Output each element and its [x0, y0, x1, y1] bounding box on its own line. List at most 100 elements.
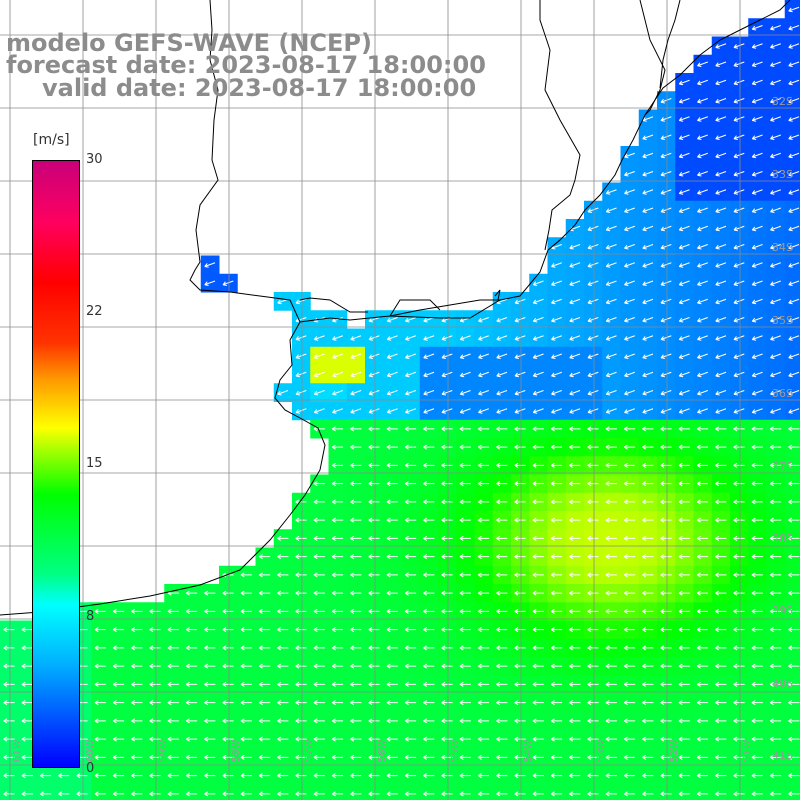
wind-arrow	[477, 681, 490, 687]
wind-arrow	[623, 590, 636, 596]
wind-arrow	[642, 590, 654, 596]
wind-arrow	[350, 481, 362, 487]
wind-arrow	[204, 773, 216, 779]
wind-arrow	[605, 535, 617, 541]
wind-arrow	[21, 681, 33, 687]
wind-arrow	[642, 317, 654, 323]
wind-arrow	[477, 663, 490, 669]
wind-arrow	[715, 98, 727, 104]
wind-arrow	[441, 371, 453, 378]
wind-arrow	[532, 462, 544, 468]
longitude-label: 56W	[377, 739, 388, 762]
wind-arrow	[788, 317, 800, 323]
wind-arrow	[678, 773, 690, 779]
wind-arrow	[751, 25, 763, 31]
wind-arrow	[3, 627, 15, 633]
wind-arrow	[623, 608, 636, 614]
wind-arrow	[569, 371, 581, 378]
wind-arrow	[441, 462, 453, 468]
wind-arrow	[715, 317, 727, 323]
wind-arrow	[240, 773, 252, 779]
wind-arrow	[605, 718, 617, 724]
wind-arrow	[733, 98, 745, 104]
wind-arrow	[313, 335, 325, 341]
wind-arrow	[496, 335, 508, 341]
wind-arrow	[295, 736, 307, 742]
wind-arrow	[478, 335, 489, 341]
wind-arrow	[350, 572, 362, 578]
wind-arrow	[550, 462, 563, 468]
wind-arrow	[331, 535, 344, 541]
wind-arrow	[386, 627, 398, 633]
wind-arrow	[112, 681, 125, 687]
wind-arrow	[587, 791, 599, 797]
wind-cell	[492, 784, 512, 800]
wind-arrow	[496, 426, 508, 432]
wind-arrow	[368, 481, 380, 487]
wind-cell	[146, 784, 165, 800]
wind-arrow	[569, 298, 581, 305]
wind-arrow	[222, 681, 234, 687]
wind-arrow	[696, 736, 709, 742]
wind-arrow	[532, 535, 544, 541]
wind-arrow	[240, 791, 252, 797]
wind-arrow	[751, 444, 763, 450]
wind-arrow	[624, 189, 635, 195]
wind-arrow	[678, 700, 690, 706]
wind-arrow	[405, 408, 416, 414]
wind-arrow	[131, 718, 143, 724]
wind-cell	[346, 784, 366, 800]
wind-arrow	[587, 444, 599, 450]
wind-arrow	[441, 645, 453, 651]
wind-arrow	[623, 681, 636, 687]
wind-arrow	[660, 152, 672, 159]
wind-arrow	[386, 481, 398, 487]
wind-arrow	[368, 353, 380, 360]
wind-arrow	[441, 517, 453, 523]
wind-arrow	[532, 298, 544, 305]
wind-arrow	[149, 754, 161, 760]
wind-arrow	[222, 700, 234, 706]
wind-cell	[91, 784, 110, 800]
wind-arrow	[623, 663, 636, 669]
wind-arrow	[733, 572, 745, 578]
wind-arrow	[405, 335, 416, 341]
wind-arrow	[660, 353, 672, 360]
wind-arrow	[477, 627, 490, 633]
wind-arrow	[550, 554, 563, 560]
wind-arrow	[532, 736, 544, 742]
longitude-label: 51W	[742, 739, 753, 762]
wind-arrow	[696, 462, 709, 468]
wind-arrow	[788, 608, 800, 614]
wind-arrow	[477, 754, 490, 760]
wind-arrow	[240, 754, 252, 760]
wind-arrow	[295, 663, 307, 669]
wind-arrow	[587, 335, 599, 341]
wind-arrow	[386, 499, 398, 505]
wind-arrow	[788, 645, 800, 651]
wind-arrow	[423, 754, 435, 760]
wind-arrow	[459, 700, 471, 706]
wind-cell	[0, 784, 19, 800]
wind-arrow	[149, 700, 161, 706]
wind-arrow	[496, 390, 508, 396]
wind-arrow	[751, 335, 763, 341]
wind-arrow	[332, 408, 343, 414]
wind-arrow	[678, 754, 690, 760]
wind-arrow	[240, 700, 252, 706]
wind-cell	[456, 784, 475, 800]
wind-arrow	[94, 791, 106, 797]
wind-arrow	[423, 481, 435, 487]
wind-arrow	[459, 773, 471, 779]
wind-arrow	[660, 481, 672, 487]
wind-arrow	[696, 754, 709, 760]
wind-arrow	[569, 244, 581, 250]
wind-arrow	[185, 645, 198, 651]
wind-arrow	[295, 645, 307, 651]
wind-arrow	[459, 791, 471, 797]
wind-arrow	[587, 462, 599, 468]
wind-arrow	[569, 390, 581, 396]
wind-arrow	[277, 718, 289, 724]
wind-arrow	[514, 317, 526, 323]
wind-arrow	[404, 462, 417, 468]
